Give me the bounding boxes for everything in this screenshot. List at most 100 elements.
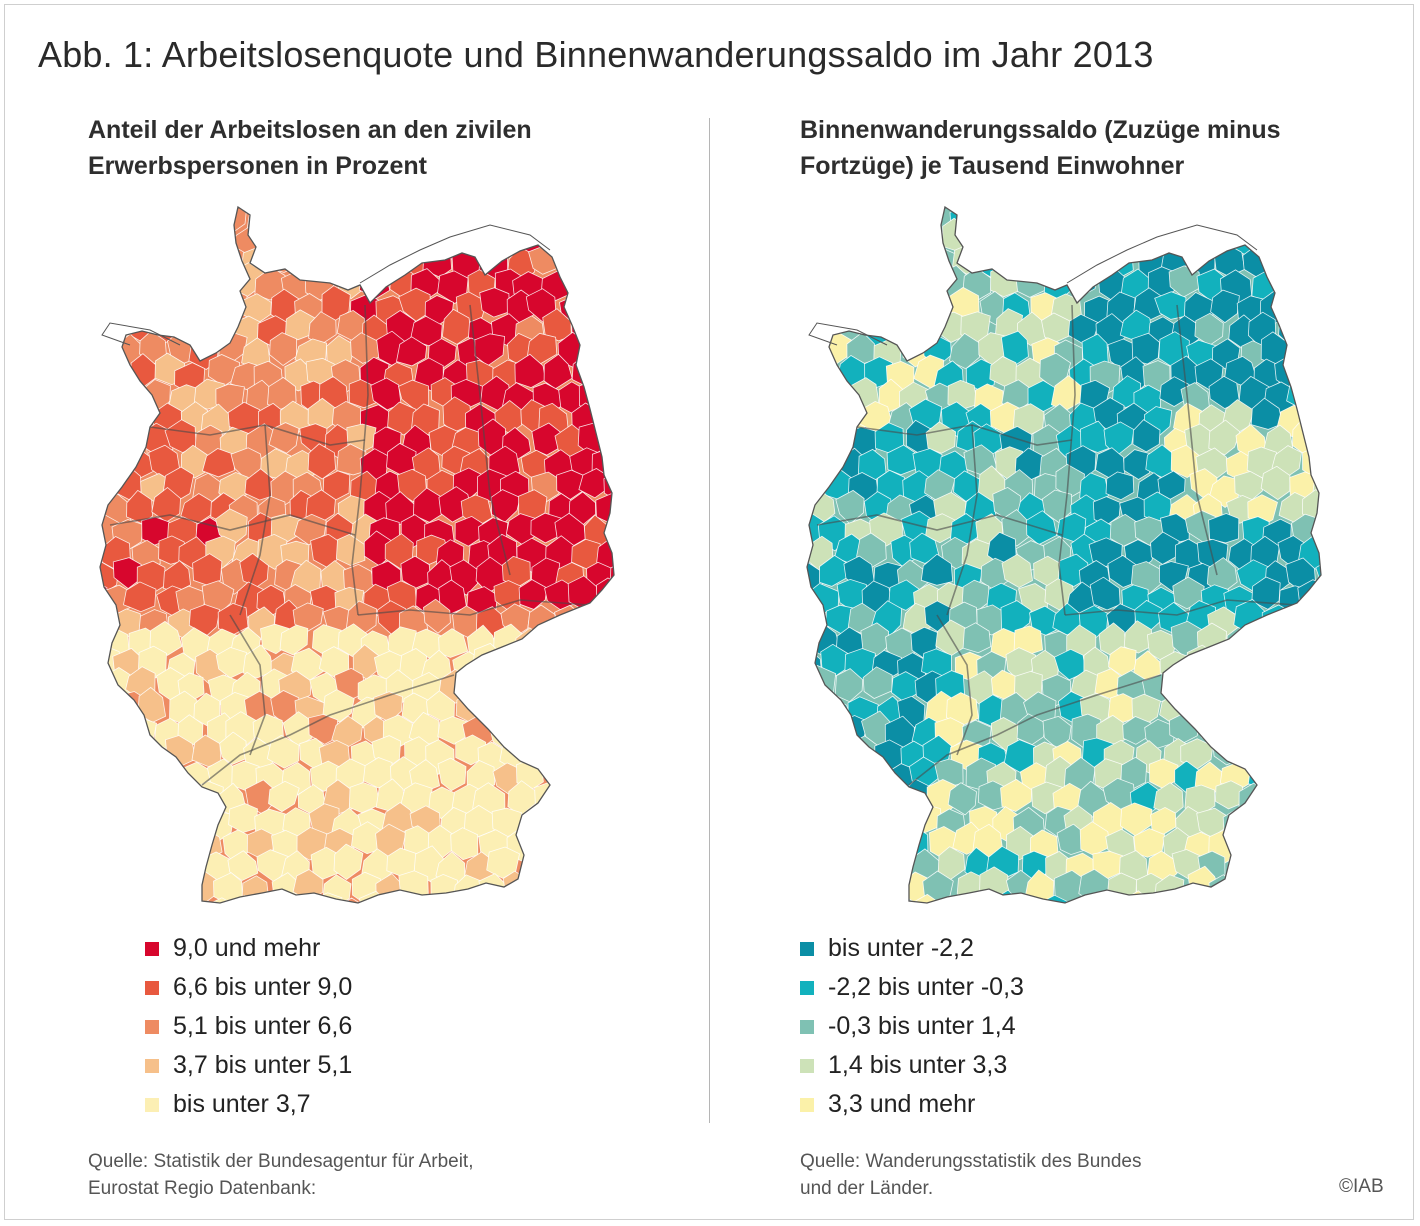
- district-region: [609, 559, 614, 593]
- district-region: [90, 784, 92, 812]
- district-region: [1326, 195, 1337, 209]
- district-region: [1176, 895, 1205, 903]
- district-region: [625, 579, 631, 615]
- district-region: [1332, 804, 1338, 836]
- district-region: [1148, 207, 1178, 212]
- district-region: [90, 558, 93, 586]
- legend-item-migration-4: 1,4 bis unter 3,3: [800, 1046, 1024, 1085]
- district-region: [1278, 627, 1307, 659]
- district-region: [1324, 488, 1337, 521]
- district-region: [90, 336, 92, 372]
- district-region: [842, 289, 873, 322]
- state-border: [351, 304, 369, 616]
- district-region: [1124, 228, 1153, 259]
- district-region: [846, 829, 879, 866]
- district-region: [566, 714, 596, 749]
- district-region: [1220, 673, 1250, 707]
- district-region: [594, 623, 614, 656]
- district-region: [271, 240, 300, 273]
- district-region: [858, 851, 887, 883]
- legend-item-unemployment-1: 9,0 und mehr: [145, 929, 352, 968]
- district-region: [1132, 207, 1163, 232]
- district-region: [625, 451, 630, 482]
- state-border: [936, 614, 973, 756]
- district-region: [894, 207, 929, 232]
- panel-divider: [709, 118, 710, 1123]
- district-region: [450, 827, 479, 861]
- district-region: [1024, 869, 1055, 903]
- district-region: [545, 756, 577, 788]
- district-region: [1329, 898, 1337, 920]
- district-region: [1123, 620, 1154, 654]
- district-region: [464, 220, 494, 255]
- district-region: [1214, 780, 1244, 810]
- figure-title: Abb. 1: Arbeitslosenquote und Binnenwand…: [38, 34, 1154, 75]
- district-region: [1314, 651, 1321, 686]
- district-region: [284, 207, 315, 213]
- district-region: [1304, 266, 1321, 299]
- district-region: [507, 647, 538, 682]
- district-region: [151, 222, 184, 254]
- district-region: [856, 207, 887, 214]
- district-region: [606, 330, 614, 365]
- district-region: [398, 870, 429, 902]
- district-region: [608, 736, 614, 768]
- unemployment-districts: [90, 195, 631, 903]
- district-region: [100, 381, 117, 415]
- district-region: [1239, 822, 1270, 860]
- district-region: [886, 444, 916, 476]
- district-region: [809, 207, 841, 210]
- district-region: [860, 759, 890, 795]
- district-region: [428, 207, 458, 234]
- district-region: [807, 827, 824, 859]
- district-region: [386, 207, 419, 208]
- district-region: [1133, 828, 1166, 858]
- district-region: [90, 733, 95, 765]
- district-region: [98, 195, 129, 205]
- district-region: [1208, 513, 1240, 544]
- district-region: [545, 802, 575, 833]
- district-region: [621, 761, 631, 796]
- district-region: [1054, 648, 1087, 681]
- district-region: [797, 559, 803, 590]
- state-border: [201, 674, 455, 786]
- district-region: [1262, 246, 1295, 278]
- district-region: [1093, 895, 1122, 903]
- migration-districts: [797, 195, 1338, 920]
- district-region: [817, 823, 849, 859]
- district-region: [514, 353, 546, 389]
- district-region: [150, 207, 184, 215]
- district-region: [1105, 471, 1135, 501]
- district-region: [898, 242, 927, 279]
- district-region: [605, 866, 614, 902]
- district-region: [883, 307, 911, 341]
- district-region: [610, 780, 614, 816]
- district-region: [577, 334, 611, 368]
- district-region: [606, 207, 614, 236]
- district-region: [1252, 670, 1283, 704]
- district-region: [204, 267, 235, 302]
- district-region: [1239, 207, 1272, 236]
- district-region: [177, 809, 210, 841]
- district-region: [1168, 221, 1199, 257]
- district-region: [591, 271, 614, 302]
- district-region: [619, 488, 630, 518]
- district-region: [227, 850, 259, 882]
- state-border: [229, 614, 266, 756]
- district-region: [521, 849, 552, 881]
- district-region: [807, 318, 817, 349]
- district-region: [531, 697, 561, 729]
- district-region: [100, 487, 104, 521]
- district-region: [530, 734, 563, 769]
- district-region: [505, 207, 535, 231]
- district-region: [1240, 734, 1269, 769]
- legend-swatch: [800, 1019, 814, 1034]
- district-region: [90, 205, 93, 233]
- migration-map-title-line-2: Fortzüge) je Tausend Einwohner: [800, 152, 1185, 180]
- district-region: [123, 581, 157, 613]
- legend-item-migration-1: bis unter -2,2: [800, 929, 1024, 968]
- district-region: [907, 224, 940, 260]
- district-region: [823, 736, 855, 770]
- district-region: [1000, 248, 1032, 282]
- district-region: [324, 245, 354, 279]
